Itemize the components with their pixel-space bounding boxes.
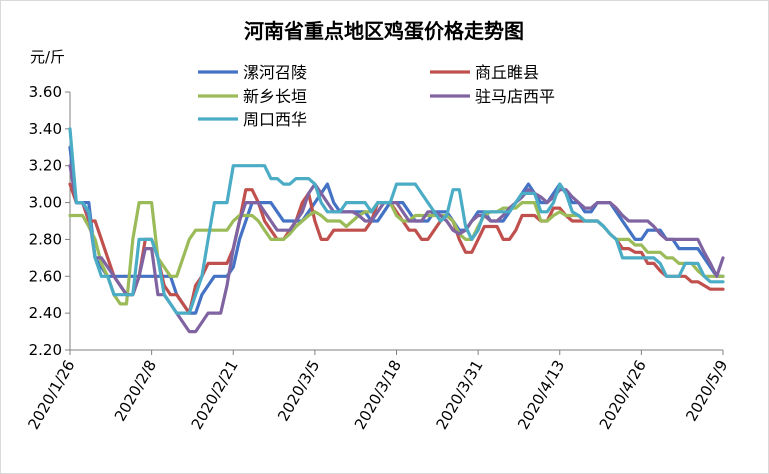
legend-label: 商丘睢县: [475, 63, 539, 82]
y-tick-label: 2.40: [29, 304, 62, 322]
y-tick-label: 3.40: [29, 120, 62, 138]
y-tick-label: 2.20: [29, 341, 62, 359]
legend-label: 新乡长垣: [243, 87, 307, 106]
y-tick-label: 3.60: [29, 83, 62, 101]
y-tick-label: 3.20: [29, 157, 62, 175]
legend-label: 漯河召陵: [243, 63, 307, 82]
series-line-5: [68, 127, 725, 315]
legend-label: 驻马店西平: [475, 87, 555, 106]
chart-title: 河南省重点地区鸡蛋价格走势图: [244, 19, 524, 43]
y-axis-unit: 元/斤: [30, 48, 65, 66]
legend-label: 周口西华: [243, 110, 307, 129]
y-tick-label: 3.00: [29, 194, 62, 212]
y-ticks: 2.20 2.40 2.60 2.80 3.00 3.20 3.40 3.60: [29, 83, 70, 359]
y-tick-label: 2.60: [29, 267, 62, 285]
series-layer: [68, 127, 725, 334]
y-tick-label: 2.80: [29, 230, 62, 248]
series-line-4: [68, 164, 725, 334]
